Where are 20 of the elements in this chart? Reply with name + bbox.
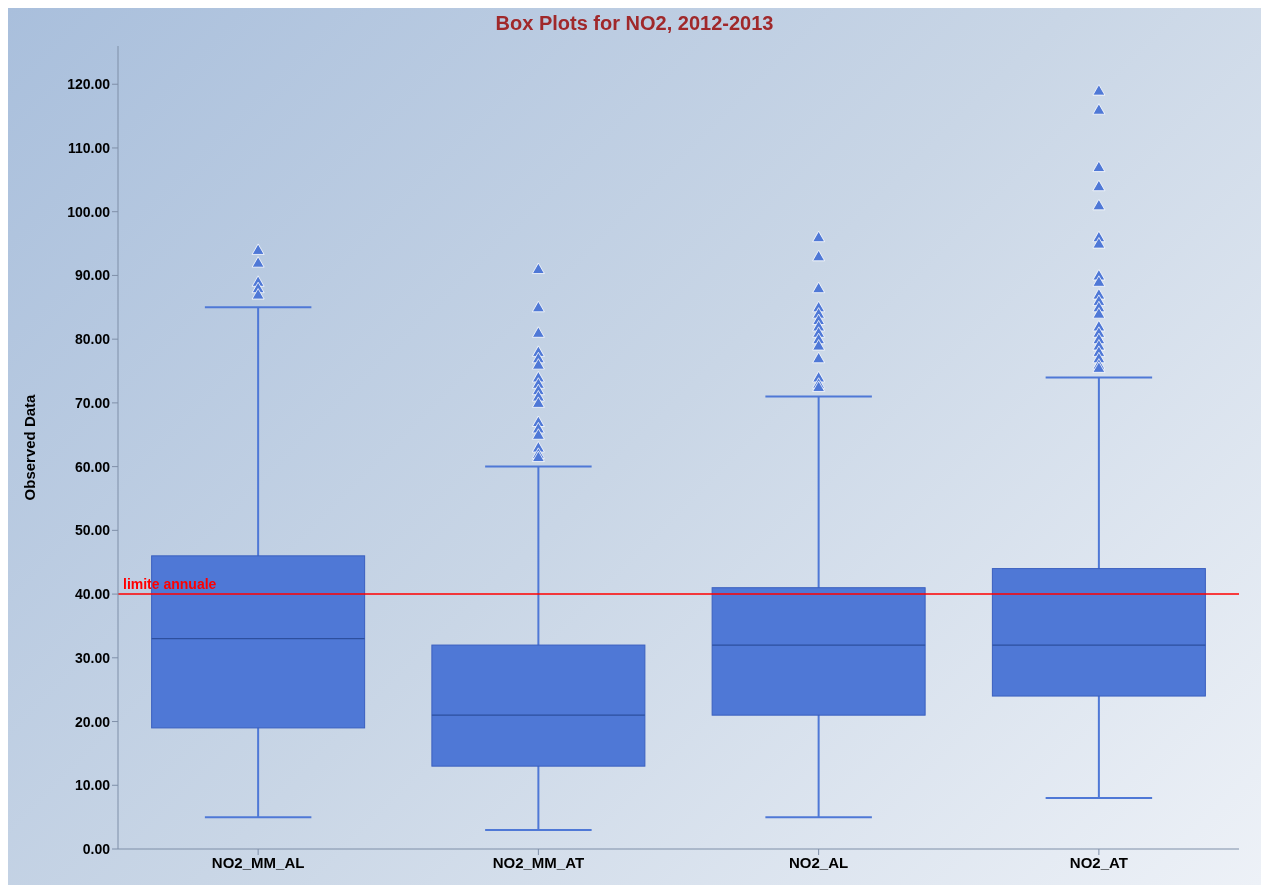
y-tick-label: 20.00: [74, 713, 111, 730]
y-tick-label: 120.00: [67, 76, 111, 93]
y-tick-label: 70.00: [74, 394, 111, 411]
y-tick-label: 110.00: [67, 139, 111, 156]
chart-title: Box Plots for NO2, 2012-2013: [494, 12, 775, 35]
y-tick-label: 30.00: [74, 649, 111, 666]
x-tick-label: NO2_AL: [789, 853, 849, 871]
x-tick-label: NO2_MM_AL: [211, 853, 305, 871]
ref-line-label: limite annuale: [123, 576, 217, 593]
y-tick-label: 60.00: [74, 458, 111, 475]
y-axis-title: Observed Data: [21, 393, 39, 501]
y-tick-label: 50.00: [74, 522, 111, 539]
y-tick-label: 40.00: [74, 586, 111, 603]
y-tick-label: 0.00: [82, 840, 111, 857]
y-tick-label: 10.00: [74, 777, 111, 794]
x-tick-label: NO2_MM_AT: [492, 853, 585, 871]
y-tick-label: 90.00: [74, 267, 111, 284]
y-tick-label: 100.00: [67, 203, 111, 220]
x-tick-label: NO2_AT: [1069, 853, 1128, 871]
y-tick-label: 80.00: [74, 331, 111, 348]
